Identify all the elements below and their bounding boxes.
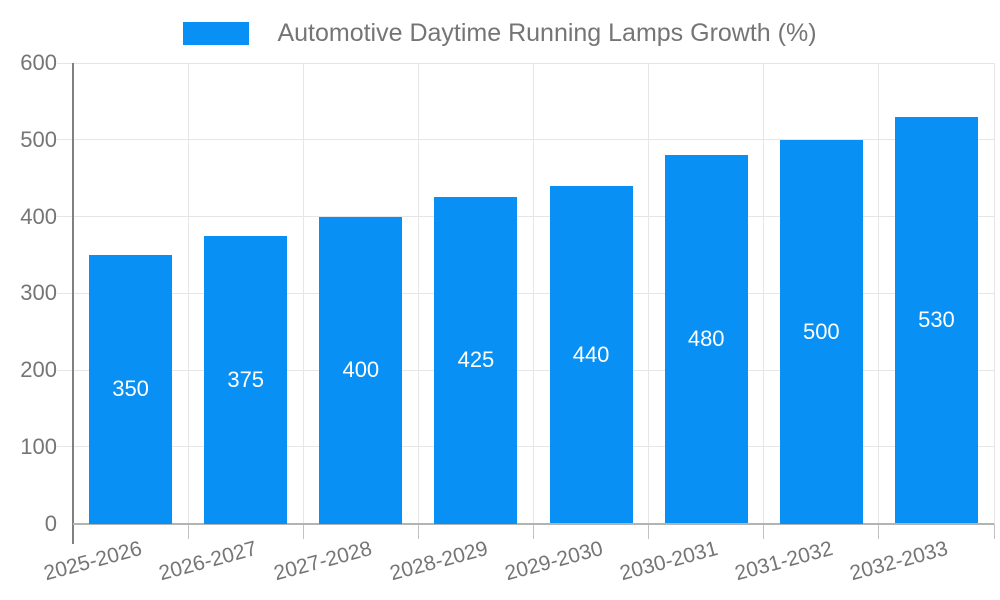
x-axis-line bbox=[73, 522, 994, 525]
legend-swatch-icon bbox=[183, 22, 250, 45]
x-axis-category-label: 2031-2032 bbox=[732, 536, 836, 585]
bar[interactable] bbox=[204, 235, 288, 524]
bar-value-label: 530 bbox=[918, 307, 955, 333]
x-axis-category-label: 2027-2028 bbox=[271, 536, 375, 585]
bar[interactable] bbox=[319, 216, 403, 524]
bar[interactable] bbox=[664, 155, 748, 524]
x-axis-tick bbox=[993, 523, 995, 539]
x-gridline bbox=[533, 63, 534, 524]
x-gridline bbox=[993, 63, 995, 524]
x-axis-category-label: 2028-2029 bbox=[386, 536, 490, 585]
x-axis-category-label: 2025-2026 bbox=[41, 536, 145, 585]
bar[interactable] bbox=[779, 139, 863, 524]
bar-value-label: 480 bbox=[687, 326, 725, 352]
x-axis-tick bbox=[878, 523, 880, 539]
bar-value-label: 375 bbox=[227, 366, 265, 392]
bar-value-label: 350 bbox=[112, 376, 149, 402]
x-gridline bbox=[417, 63, 419, 524]
bar-value-label: 400 bbox=[342, 357, 380, 382]
bar[interactable] bbox=[549, 185, 633, 524]
bar[interactable] bbox=[434, 197, 518, 524]
x-gridline bbox=[648, 63, 650, 524]
bar-value-label: 500 bbox=[802, 318, 840, 344]
x-axis-tick bbox=[302, 523, 304, 539]
x-axis-category-label: 2032-2033 bbox=[847, 536, 951, 585]
y-axis-tick-label: 200 bbox=[20, 357, 57, 382]
y-gridline bbox=[57, 139, 994, 141]
x-axis-category-label: 2030-2031 bbox=[617, 536, 721, 585]
x-gridline bbox=[187, 63, 189, 524]
y-gridline bbox=[57, 369, 994, 371]
x-axis-tick bbox=[763, 523, 765, 539]
x-gridline bbox=[878, 63, 880, 524]
y-axis-tick-label: 400 bbox=[20, 203, 57, 229]
y-gridline bbox=[57, 62, 994, 64]
y-axis-tick-label: 100 bbox=[20, 433, 57, 459]
x-axis-category-label: 2026-2027 bbox=[156, 536, 260, 585]
x-gridline bbox=[302, 63, 304, 524]
x-axis-tick bbox=[417, 523, 419, 539]
x-axis-tick bbox=[187, 523, 189, 539]
y-gridline bbox=[57, 292, 994, 294]
x-axis-category-label: 2029-2030 bbox=[502, 536, 606, 585]
bar[interactable] bbox=[894, 116, 978, 524]
x-axis-tick bbox=[533, 523, 534, 539]
y-gridline bbox=[57, 216, 994, 217]
x-gridline bbox=[763, 63, 765, 524]
y-axis-line bbox=[72, 63, 74, 544]
chart-legend[interactable]: Automotive Daytime Running Lamps Growth … bbox=[0, 19, 1000, 48]
y-gridline bbox=[57, 446, 994, 448]
x-axis-tick bbox=[648, 523, 650, 539]
y-axis-tick-label: 0 bbox=[44, 510, 57, 536]
y-axis-tick-label: 500 bbox=[20, 126, 57, 152]
legend-series-label: Automotive Daytime Running Lamps Growth … bbox=[277, 19, 817, 47]
bar-value-label: 425 bbox=[457, 347, 495, 373]
bar-value-label: 440 bbox=[572, 341, 610, 367]
bar[interactable] bbox=[89, 254, 173, 524]
y-axis-tick-label: 300 bbox=[20, 280, 57, 306]
y-axis-tick-label: 600 bbox=[20, 50, 57, 75]
